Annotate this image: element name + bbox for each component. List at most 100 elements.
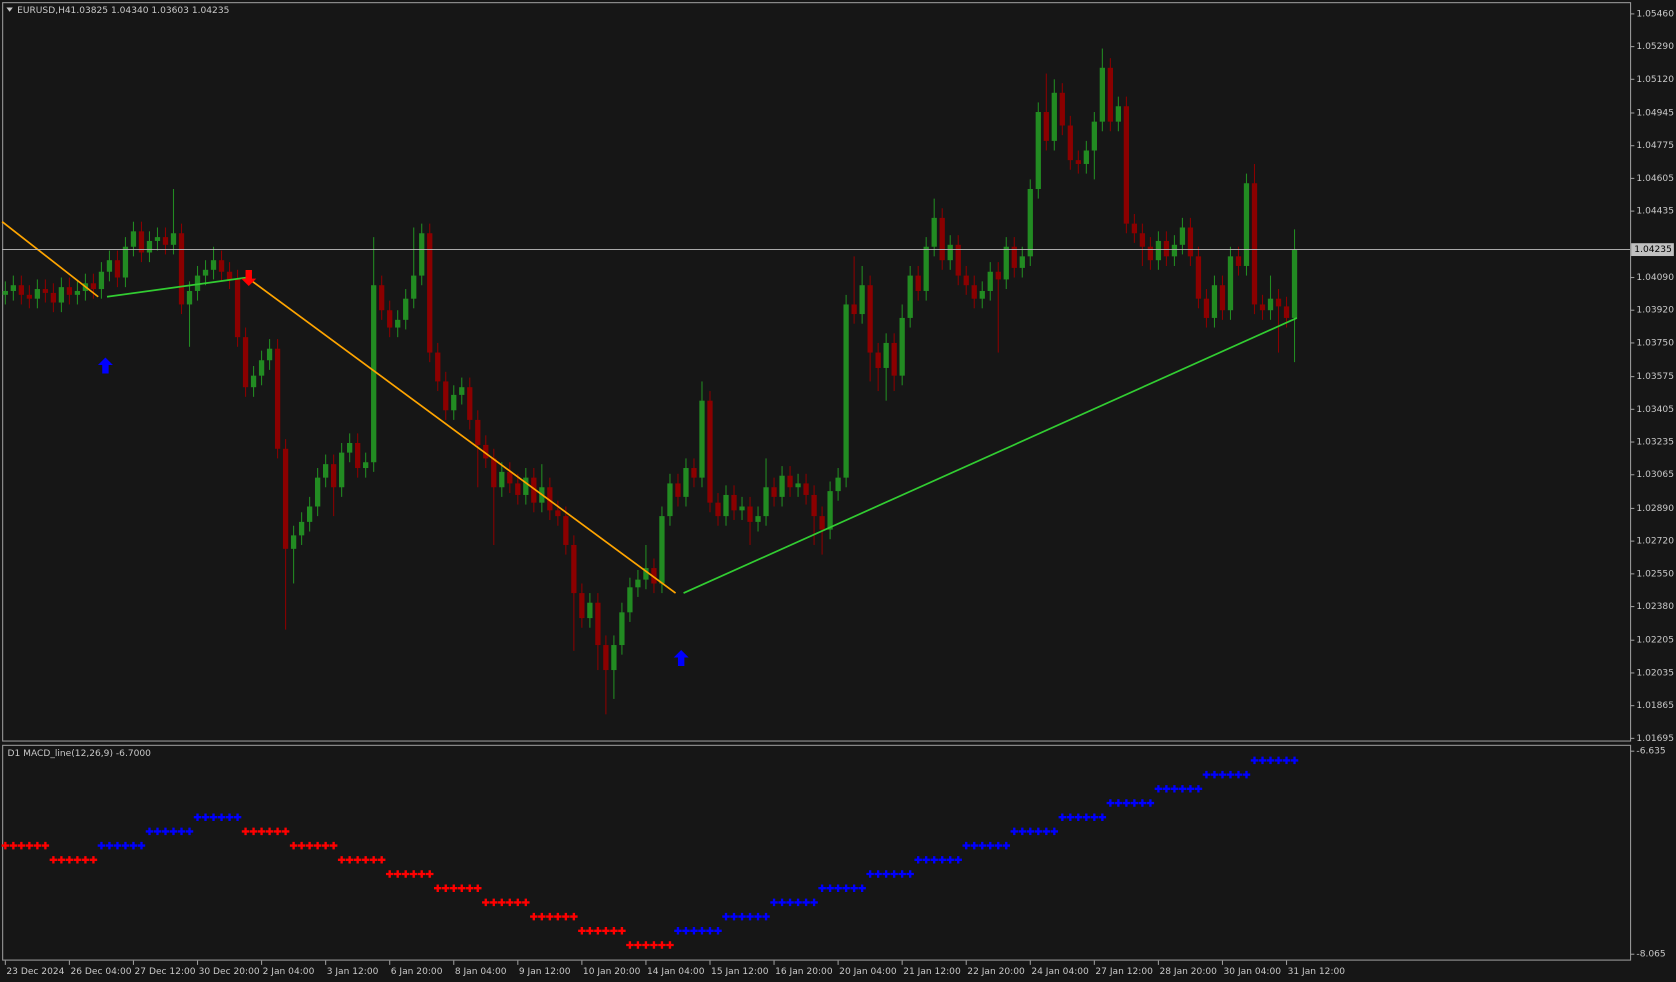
- candle-body: [747, 506, 753, 522]
- candle-body: [58, 287, 65, 303]
- indicator-dot: [842, 884, 850, 892]
- candle-body: [18, 285, 24, 295]
- candle-body: [587, 602, 593, 619]
- candle-body: [427, 233, 433, 353]
- candle-body: [50, 292, 57, 303]
- indicator-dot: [409, 870, 418, 878]
- candle-body: [1155, 240, 1162, 261]
- trend-line: [683, 317, 1298, 594]
- candle-body: [1243, 183, 1250, 266]
- indicator-dot: [337, 856, 346, 864]
- candle-body: [875, 352, 881, 368]
- x-tick-label: 6 Jan 20:00: [391, 967, 443, 977]
- indicator-dot: [353, 856, 362, 864]
- candle-body: [811, 494, 817, 517]
- candle-body: [379, 285, 385, 311]
- indicator-dot: [193, 813, 202, 821]
- indicator-dot: [1242, 770, 1251, 779]
- candle-body: [531, 477, 537, 503]
- indicator-dot: [450, 884, 458, 892]
- candle-body: [899, 317, 905, 376]
- indicator-dot: [882, 870, 890, 878]
- candle-body: [74, 290, 81, 295]
- candle-body: [619, 612, 625, 646]
- y-tick-label: 1.03575: [1636, 372, 1674, 382]
- indicator-dot: [233, 813, 242, 821]
- x-tick-label: 21 Jan 12:00: [903, 967, 961, 977]
- x-tick-label: 22 Jan 20:00: [967, 967, 1025, 977]
- candle-body: [1027, 188, 1033, 257]
- indicator-dot: [714, 927, 722, 935]
- candle-body: [683, 468, 689, 497]
- indicator-dot: [1226, 770, 1235, 779]
- candle-body: [1035, 112, 1041, 189]
- indicator-dot: [610, 927, 618, 935]
- indicator-dot: [1274, 756, 1283, 765]
- indicator-dot: [1074, 813, 1083, 821]
- candle-body: [579, 593, 585, 619]
- trend-line: [1, 221, 99, 298]
- indicator-dot: [1218, 770, 1227, 779]
- candle-body: [194, 275, 201, 291]
- indicator-dot: [265, 827, 274, 836]
- signal-arrow: [673, 649, 689, 666]
- x-tick-label: 9 Jan 12:00: [519, 967, 571, 977]
- indicator-dot: [105, 841, 114, 850]
- indicator-dot: [225, 813, 234, 821]
- candle-body: [363, 462, 369, 469]
- candle-body: [755, 516, 761, 522]
- candle-body: [731, 494, 737, 511]
- x-tick-label: 24 Jan 04:00: [1031, 967, 1089, 977]
- y-tick-label: -8.065: [1636, 950, 1665, 960]
- candle-body: [795, 483, 801, 488]
- indicator-dot: [690, 927, 698, 935]
- indicator-dot: [970, 841, 978, 850]
- last-price-label: 1.04235: [1634, 245, 1672, 255]
- indicator-dot: [930, 856, 938, 864]
- indicator-dot: [594, 927, 602, 935]
- y-tick-label: 1.01865: [1636, 701, 1674, 711]
- indicator-dot: [874, 870, 882, 878]
- candle-body: [507, 471, 513, 484]
- candle-body: [859, 285, 865, 315]
- candle-body: [411, 275, 417, 299]
- indicator-dot: [201, 813, 210, 821]
- indicator-dot: [1170, 785, 1179, 793]
- candle-body: [66, 287, 73, 295]
- x-tick-label: 26 Dec 04:00: [70, 967, 131, 977]
- y-tick-label: 1.02035: [1636, 668, 1674, 678]
- indicator-dot: [818, 884, 826, 892]
- indicator-dot: [954, 856, 962, 864]
- y-tick-label: 1.03750: [1636, 338, 1674, 348]
- indicator-dot: [369, 856, 378, 864]
- indicator-dot: [1250, 756, 1259, 765]
- candle-body: [563, 516, 569, 545]
- indicator-dot: [249, 827, 258, 836]
- y-tick-label: 1.04090: [1636, 273, 1674, 283]
- candle-body: [26, 294, 33, 299]
- y-tick-label: 1.05460: [1636, 9, 1674, 19]
- indicator-dot: [1202, 770, 1211, 779]
- candle-body: [763, 487, 769, 517]
- candle-body: [771, 487, 777, 497]
- candle-body: [371, 285, 377, 463]
- candle-body: [10, 285, 16, 291]
- indicator-dot: [345, 856, 354, 864]
- indicator-dot: [658, 941, 666, 949]
- candle-body: [611, 645, 617, 671]
- trend-line: [106, 276, 248, 298]
- candle-body: [1291, 249, 1298, 318]
- signal-arrow: [241, 270, 257, 287]
- indicator-dot: [121, 841, 130, 850]
- candle-body: [1003, 246, 1009, 280]
- indicator-dot: [393, 870, 402, 878]
- indicator-dot: [153, 827, 162, 836]
- candle-body: [242, 337, 249, 388]
- indicator-dot: [41, 841, 50, 850]
- indicator-dot: [962, 841, 970, 850]
- indicator-dot: [17, 841, 26, 850]
- candle-body: [659, 516, 665, 584]
- y-tick-label: -6.635: [1636, 747, 1665, 757]
- candle-body: [1147, 246, 1154, 261]
